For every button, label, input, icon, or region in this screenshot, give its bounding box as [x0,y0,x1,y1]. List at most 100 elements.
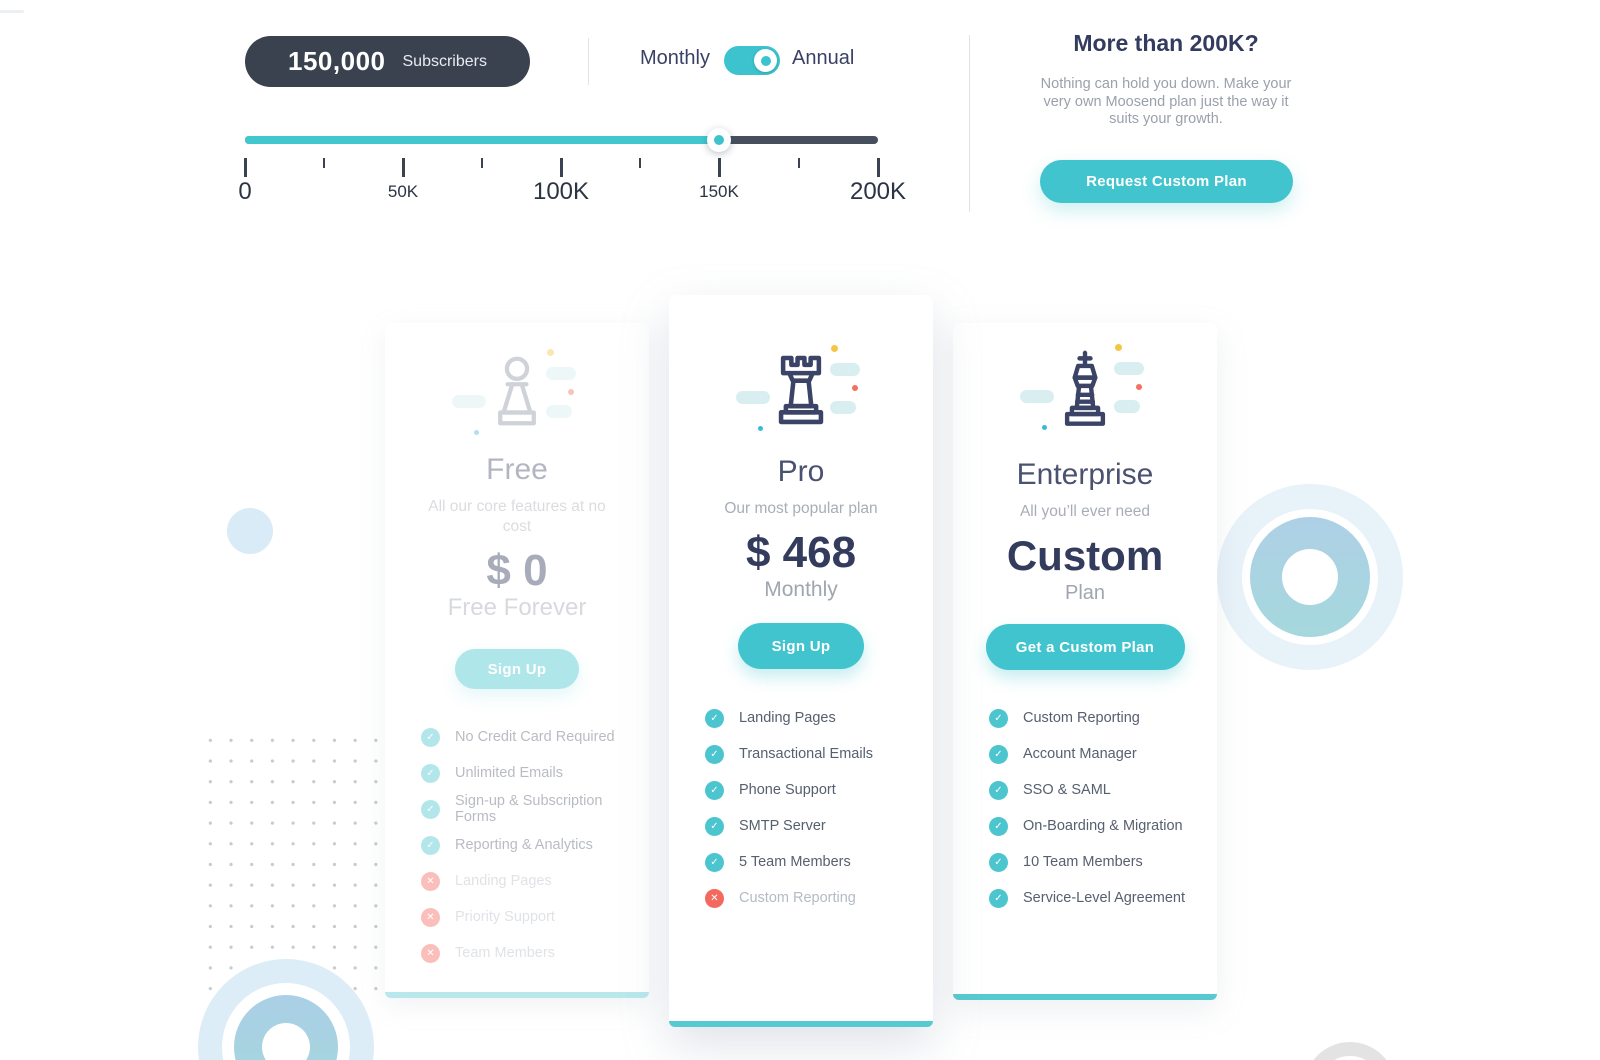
feature-row: 10 Team Members [989,844,1201,880]
more-than-200k-description: Nothing can hold you down. Make your ver… [1040,76,1292,127]
subscriber-count-label: Subscribers [402,52,487,70]
feature-row: Custom Reporting [705,880,917,916]
request-custom-plan-button[interactable]: Request Custom Plan [1040,160,1293,203]
free-sign-up-button[interactable]: Sign Up [455,649,579,689]
feature-row: No Credit Card Required [421,719,633,755]
section-divider [969,35,970,212]
check-icon [705,816,724,836]
card-accent-bar [953,994,1217,1000]
more-than-200k-title: More than 200K? [1073,30,1259,56]
billing-annual-label[interactable]: Annual [792,47,855,69]
check-icon [989,852,1008,872]
check-icon [421,763,440,783]
feature-label: 5 Team Members [739,854,851,870]
feature-label: SMTP Server [739,818,826,834]
plan-price: $ 468 [745,528,857,577]
get-custom-plan-button[interactable]: Get a Custom Plan [985,624,1185,670]
feature-row: Team Members [421,935,633,971]
slider-tick-major [402,158,405,177]
feature-label: Sign-up & Subscription Forms [455,793,603,825]
subscriber-count-value: 150,000 [288,46,386,76]
slider-label-50k: 50K [387,182,419,201]
feature-row: Transactional Emails [705,736,917,772]
slider-tick-major [244,158,247,177]
feature-row: Landing Pages [705,700,917,736]
feature-row: On-Boarding & Migration [989,808,1201,844]
check-icon [705,852,724,872]
pro-sign-up-button[interactable]: Sign Up [738,623,864,669]
header-divider [588,38,589,85]
feature-label: 10 Team Members [1023,854,1143,870]
feature-row: Reporting & Analytics [421,827,633,863]
deco-ring-right [1217,484,1403,670]
feature-label: Transactional Emails [739,746,874,762]
card-accent-bar [669,1021,933,1027]
feature-row: Custom Reporting [989,700,1201,736]
slider-tick-minor [798,158,800,168]
deco-dot-grid [196,726,383,996]
billing-monthly-label[interactable]: Monthly [639,47,710,69]
feature-row: SSO & SAML [989,772,1201,808]
slider-label-100k: 100K [532,178,590,205]
toggle-knob-dot [760,55,771,66]
check-icon [989,816,1008,836]
slider-thumb-dot [714,135,724,145]
plan-card-enterprise: Enterprise All you’ll ever need Custom P… [953,323,1217,1000]
toggle-knob[interactable] [754,49,777,72]
cross-icon [421,871,440,891]
slider-tick-major [560,158,563,177]
feature-label: No Credit Card Required [455,729,615,745]
check-icon [421,799,440,819]
plan-card-free: Free All our core features at no cost $ … [385,323,649,998]
check-icon [989,888,1008,908]
check-icon [705,780,724,800]
plan-card-pro: Pro Our most popular plan $ 468 Monthly … [669,295,933,1027]
plan-name: Enterprise [1016,458,1154,491]
pawn-icon [452,345,582,445]
billing-toggle-switch[interactable] [724,46,780,75]
feature-row: Account Manager [989,736,1201,772]
slider-label-150k: 150K [699,182,739,201]
plan-name: Pro [777,455,825,488]
feature-list: Custom Reporting Account Manager SSO & S… [989,700,1201,916]
plan-price: $ 0 [486,546,548,595]
feature-label: Team Members [455,945,555,961]
rook-icon [736,341,866,441]
check-icon [989,708,1008,728]
feature-row: Landing Pages [421,863,633,899]
slider-label-0: 0 [238,178,252,205]
corner-artifact [0,10,24,13]
cross-icon [421,907,440,927]
slider-tick-minor [639,158,641,168]
deco-ring-bottom-right [1304,1042,1396,1060]
plan-name: Free [486,453,548,486]
subscriber-slider-fill [245,136,719,144]
plan-period: Plan [1064,582,1106,604]
feature-row: SMTP Server [705,808,917,844]
subscriber-slider-thumb[interactable] [707,128,731,152]
feature-row: Sign-up & Subscription Forms [421,791,633,827]
subscriber-slider-track[interactable] [245,136,878,144]
plan-period: Free Forever [447,594,587,621]
feature-row: Unlimited Emails [421,755,633,791]
feature-label: Reporting & Analytics [455,837,593,853]
feature-label: Service-Level Agreement [1023,890,1185,906]
feature-label: Custom Reporting [739,890,856,906]
check-icon [989,780,1008,800]
slider-tick-minor [323,158,325,168]
feature-label: SSO & SAML [1023,782,1111,798]
feature-row: 5 Team Members [705,844,917,880]
slider-tick-major [877,158,880,177]
check-icon [989,744,1008,764]
deco-circle-small [227,508,273,554]
feature-label: Phone Support [739,782,836,798]
feature-label: Landing Pages [455,873,552,889]
check-icon [421,727,440,747]
plan-price: Custom [1006,532,1164,579]
feature-list: No Credit Card Required Unlimited Emails… [421,719,633,971]
feature-row: Priority Support [421,899,633,935]
feature-row: Service-Level Agreement [989,880,1201,916]
slider-tick-minor [481,158,483,168]
king-icon [1020,340,1150,440]
